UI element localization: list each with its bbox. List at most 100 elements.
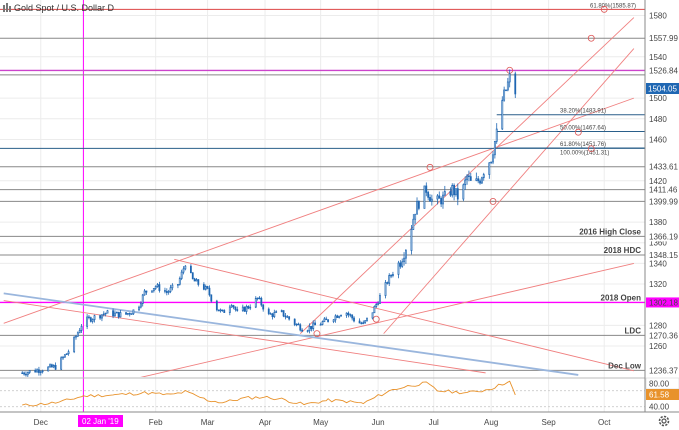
candle: [327, 319, 329, 323]
x-tick-label: Sep: [542, 418, 557, 427]
rsi-current-badge: 61.58: [649, 391, 670, 400]
candle-body: [169, 287, 172, 292]
candle-body: [41, 370, 44, 373]
y-tick-label: 1580: [649, 11, 667, 20]
candle: [404, 249, 407, 265]
candle: [125, 312, 127, 316]
candle: [112, 308, 114, 319]
candle-body: [52, 364, 55, 368]
candle: [217, 309, 220, 312]
candle-body: [23, 372, 26, 375]
candle-body: [379, 295, 381, 304]
candle-body: [464, 179, 467, 186]
candle: [167, 289, 170, 295]
candle: [336, 314, 339, 318]
candle: [114, 310, 116, 317]
candle-body: [139, 303, 142, 308]
candle: [260, 296, 263, 307]
candle: [254, 296, 257, 309]
candle-body: [399, 262, 402, 267]
candle-body: [78, 329, 81, 334]
last-price-badge: 1504.05: [646, 83, 679, 94]
candle: [28, 370, 31, 374]
candle-body: [347, 312, 350, 315]
candle-body: [514, 73, 517, 95]
level-badge: [646, 365, 679, 376]
x-tick-label: May: [313, 418, 328, 427]
level-badge: [646, 33, 679, 44]
candle: [427, 190, 430, 201]
candle: [503, 86, 506, 102]
candle-body: [295, 323, 298, 326]
candle-body: [480, 177, 483, 184]
candle: [334, 314, 337, 323]
candle: [115, 311, 118, 314]
candle: [375, 302, 378, 309]
candle: [443, 185, 446, 197]
candle-body: [204, 286, 207, 290]
candle-body: [91, 319, 94, 322]
y-tick-label: 1540: [649, 53, 667, 62]
candle-body: [366, 317, 368, 321]
candle-body: [62, 356, 64, 359]
y-tick-label: 1280: [649, 321, 667, 330]
candle-body: [310, 326, 313, 330]
level-badge: [646, 330, 679, 341]
candle: [262, 303, 265, 312]
candle: [490, 161, 493, 164]
candle-body: [306, 330, 309, 332]
candle-body: [280, 310, 283, 312]
candle: [430, 194, 433, 206]
candle-body: [451, 184, 454, 196]
candle-body: [455, 188, 457, 196]
candle-body: [128, 312, 131, 315]
candle-body: [241, 306, 244, 311]
candle: [286, 315, 289, 318]
horizontal-levels: [0, 8, 645, 371]
candle: [241, 304, 244, 312]
candle: [479, 178, 481, 185]
candle-body: [505, 89, 507, 92]
candle-body: [34, 370, 37, 373]
x-tick-label: Aug: [484, 418, 498, 427]
candle: [451, 183, 454, 198]
candle-body: [60, 357, 63, 370]
candle: [128, 312, 131, 317]
pivot-marker: [313, 330, 321, 338]
candle: [230, 303, 233, 308]
fib-label: 100.00%(1451.31): [560, 150, 609, 156]
candle: [371, 312, 374, 320]
candle-body: [466, 175, 468, 181]
x-tick-label: Jun: [372, 418, 385, 427]
level-badge: [646, 297, 679, 308]
candle-body: [284, 315, 287, 318]
fib-label: 38.20%(1483.91): [560, 109, 606, 115]
gear-icon[interactable]: [658, 415, 670, 427]
candle-body: [384, 282, 387, 296]
candle-body: [245, 306, 248, 312]
candle: [390, 274, 392, 279]
candle-body: [178, 278, 181, 285]
candle: [169, 284, 172, 294]
candle-body: [197, 279, 200, 285]
candle-body: [438, 195, 441, 199]
candle: [221, 309, 224, 312]
candle: [236, 306, 239, 312]
candle: [275, 310, 278, 313]
level-badge: [646, 161, 679, 172]
candle-body: [453, 184, 456, 196]
candle-body: [195, 279, 198, 282]
candle: [332, 319, 335, 324]
level-badge-label: 1399.99: [649, 197, 678, 206]
candle-body: [362, 322, 365, 324]
candle-body: [267, 308, 270, 314]
candle-body: [258, 297, 261, 300]
candle-body: [440, 197, 443, 205]
candle-body: [293, 318, 296, 325]
level-badge: [646, 231, 679, 242]
time-axis: Dec Feb Mar Apr May Jun Jul Aug Sep Oct: [34, 418, 612, 427]
candle-body: [63, 354, 66, 358]
pivot-marker: [600, 5, 608, 13]
candle-body: [193, 278, 196, 282]
candle: [145, 290, 148, 295]
